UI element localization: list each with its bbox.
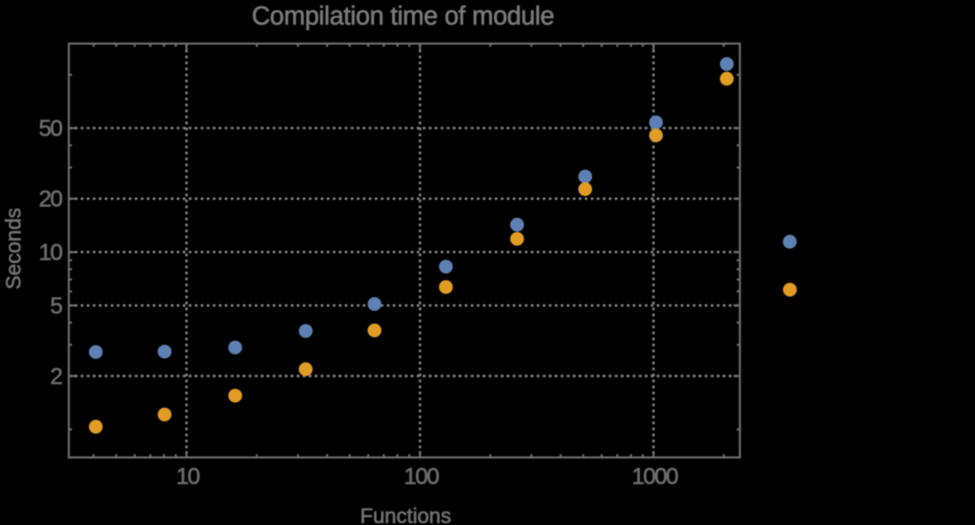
svg-text:Functions: Functions <box>360 505 451 525</box>
svg-text:Seconds: Seconds <box>3 208 26 290</box>
svg-text:50: 50 <box>39 115 62 141</box>
svg-text:Compilation time of module: Compilation time of module <box>252 3 555 31</box>
svg-text:20: 20 <box>39 186 62 212</box>
svg-text:100: 100 <box>404 463 439 489</box>
svg-text:5: 5 <box>50 292 62 318</box>
svg-text:2: 2 <box>50 363 62 389</box>
svg-text:10: 10 <box>176 463 199 489</box>
svg-text:1000: 1000 <box>632 463 678 489</box>
svg-text:10: 10 <box>39 239 62 265</box>
